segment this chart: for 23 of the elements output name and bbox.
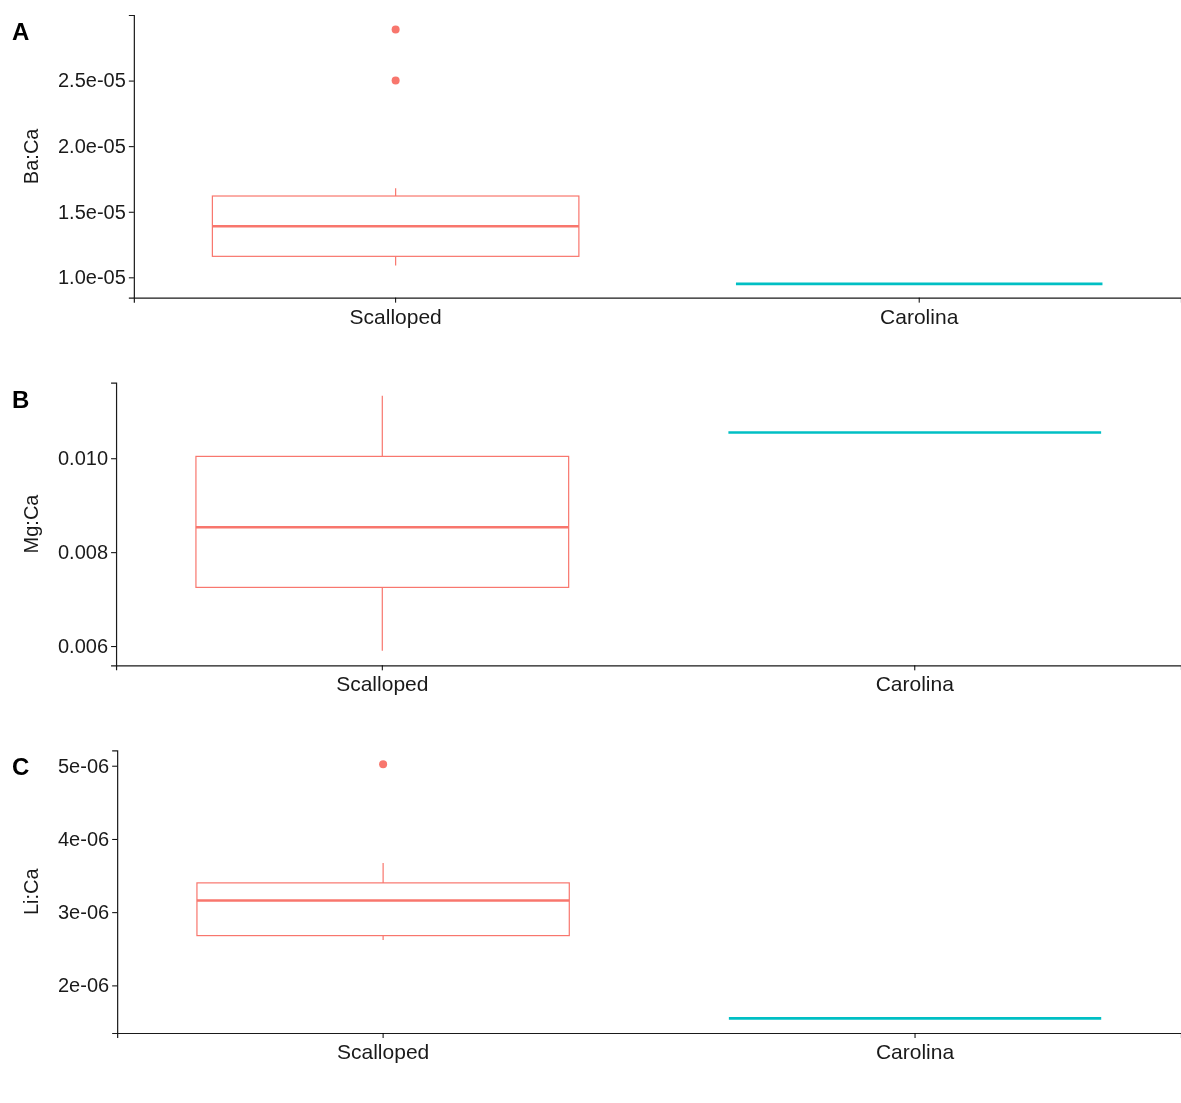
y-tick-label: 0.010 [58, 447, 109, 470]
x-tick-label: Carolina [875, 672, 955, 696]
y-tick-label: 1.5e-05 [58, 200, 126, 223]
y-axis-title: Ba:Ca [20, 127, 42, 185]
y-tick-label: 2.5e-05 [58, 69, 126, 92]
y-tick-label: 2e-06 [58, 974, 110, 997]
y-tick-label: 3e-06 [58, 901, 110, 924]
y-tick-label: 2.0e-05 [58, 135, 126, 158]
chart-title: C [12, 753, 30, 781]
y-tick-label: 5e-06 [58, 754, 110, 777]
x-tick-label: Scalloped [336, 672, 429, 696]
x-tick-label: Scalloped [349, 304, 442, 328]
chart-title: B [12, 385, 30, 413]
y-axis-title: Mg:Ca [20, 493, 42, 554]
y-axis-title: Li:Ca [20, 867, 42, 916]
x-tick-label: Scalloped [337, 1039, 430, 1063]
x-tick-label: Carolina [880, 304, 959, 328]
x-tick-label: Carolina [875, 1039, 955, 1063]
y-tick-label: 0.008 [58, 541, 109, 564]
y-tick-label: 4e-06 [58, 827, 110, 850]
chart-title: A [12, 18, 30, 45]
y-tick-label: 1.0e-05 [58, 266, 126, 289]
y-tick-label: 0.006 [58, 634, 109, 657]
